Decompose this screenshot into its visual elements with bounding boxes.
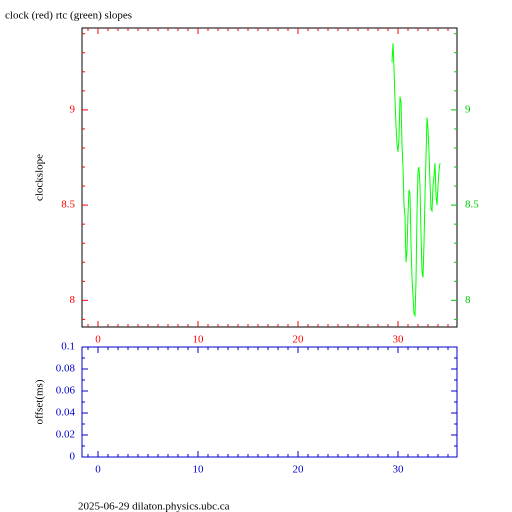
y-tick-label: 0 bbox=[70, 451, 76, 463]
y-tick-label: 0.06 bbox=[56, 385, 76, 397]
y-tick-label: 0.08 bbox=[56, 363, 76, 375]
chart-title: clock (red) rtc (green) slopes bbox=[5, 10, 132, 22]
x-tick-label: 20 bbox=[293, 334, 305, 346]
footer: 2025-06-29 dilaton.physics.ubc.ca bbox=[78, 501, 230, 512]
x-tick-label: 20 bbox=[293, 464, 305, 476]
x-tick-label: 10 bbox=[193, 464, 205, 476]
y-tick-label: 0.04 bbox=[56, 407, 76, 419]
y2-tick-label: 9 bbox=[465, 103, 471, 115]
y2-tick-label: 8.5 bbox=[465, 199, 479, 211]
y-axis-label: clockslope bbox=[34, 154, 46, 201]
y-tick-label: 9 bbox=[70, 103, 76, 115]
y-tick-label: 8 bbox=[70, 294, 76, 306]
data-line bbox=[391, 43, 441, 318]
x-tick-label: 0 bbox=[95, 464, 101, 476]
x-tick-label: 30 bbox=[393, 464, 405, 476]
x-tick-label: 10 bbox=[193, 334, 205, 346]
y-tick-label: 0.1 bbox=[61, 341, 75, 353]
y-tick-label: 8.5 bbox=[61, 199, 75, 211]
y2-tick-label: 8 bbox=[465, 294, 471, 306]
x-tick-label: 0 bbox=[95, 334, 101, 346]
y-axis-label: offset(ms) bbox=[34, 379, 46, 424]
plot-frame bbox=[81, 27, 458, 328]
plot-frame bbox=[81, 346, 458, 458]
y-tick-label: 0.02 bbox=[56, 429, 75, 441]
x-tick-label: 30 bbox=[393, 334, 405, 346]
